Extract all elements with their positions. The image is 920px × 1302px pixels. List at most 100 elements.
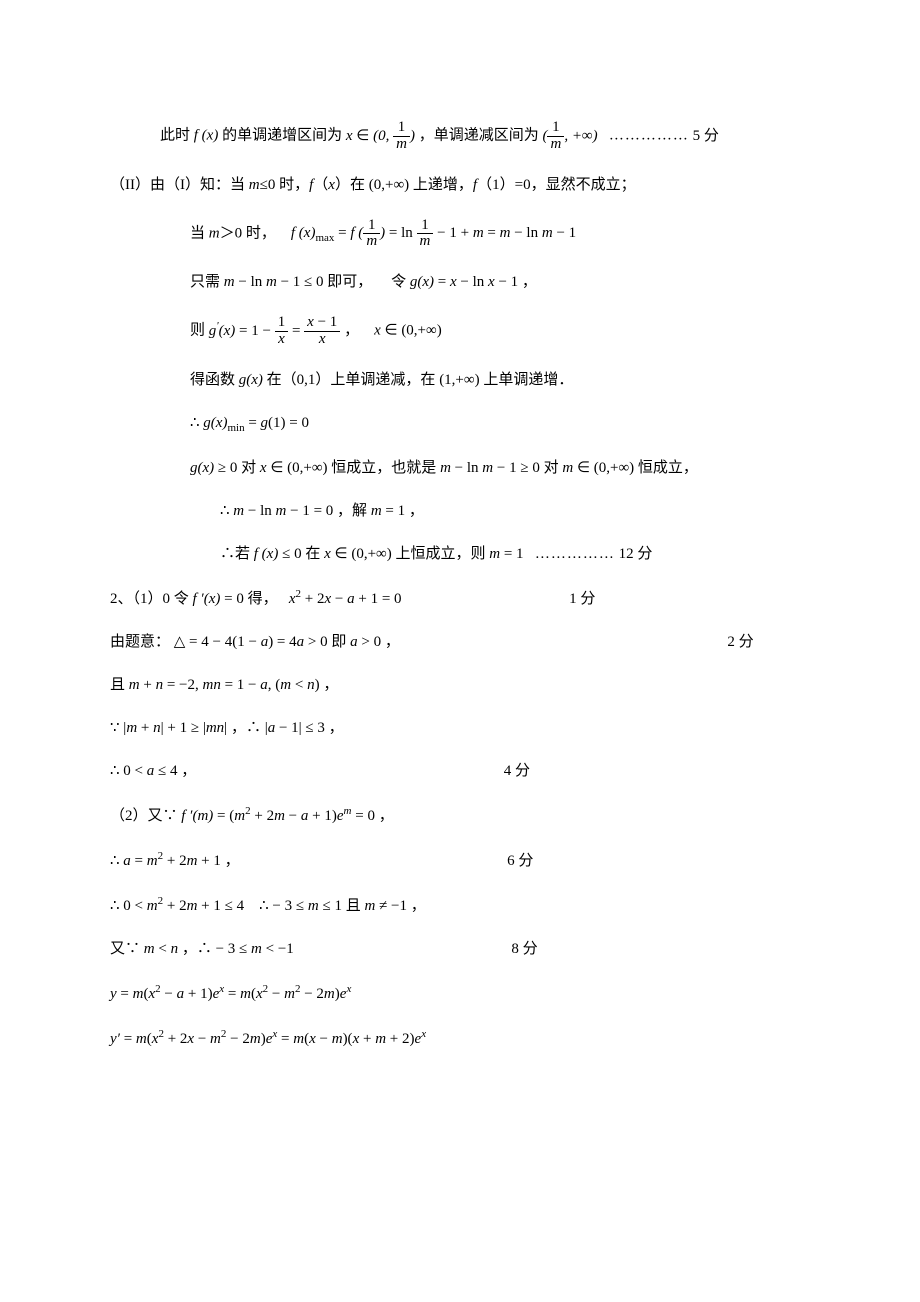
math-expr: m + n = −2, mn = 1 − a, (m < n) — [129, 677, 324, 693]
text: 在 — [350, 177, 365, 193]
math-expr: g(x) — [239, 372, 267, 388]
text: 当 — [190, 225, 209, 241]
text: ，∴ — [231, 720, 261, 736]
math-expr: x ∈ (0, 1m) — [346, 128, 419, 144]
text: 在（0,1）上单调递减，在 — [267, 372, 436, 388]
dots: …………… — [535, 546, 615, 562]
math-expr: − 3 ≤ m ≤ 1 — [272, 898, 342, 914]
text: 恒成立，也就是 — [331, 460, 436, 476]
math-expr: m < n — [144, 941, 182, 957]
text-line: ∴若 f (x) ≤ 0 在 x ∈ (0,+∞) 上恒成立，则 m = 1 …… — [110, 544, 810, 565]
text: ， — [344, 323, 359, 339]
text: 令 — [391, 274, 406, 290]
text: 2、（1）0 令 — [110, 591, 189, 607]
text-line: 得函数 g(x) 在（0,1）上单调递减，在 (1,+∞) 上单调递增． — [110, 370, 810, 391]
text: ， — [379, 808, 394, 824]
math-expr: x ∈ (0,+∞) — [260, 460, 331, 476]
math-expr: |m + n| + 1 ≥ |mn| — [123, 720, 227, 736]
text: 即 — [331, 634, 346, 650]
math-expr: m − ln m − 1 ≥ 0 — [440, 460, 544, 476]
math-expr: g(x) ≥ 0 — [190, 460, 237, 476]
score: 5 分 — [693, 126, 719, 147]
text: ∴ — [110, 853, 120, 869]
text: ， — [323, 677, 338, 693]
math-expr: (1m, +∞) — [542, 128, 601, 144]
text: 又∵ — [110, 941, 140, 957]
math-expr: a > 0 — [350, 634, 385, 650]
text-line: ∵ |m + n| + 1 ≥ |mn| ，∴ |a − 1| ≤ 3 ， — [110, 718, 810, 739]
text: ，∴ — [182, 941, 212, 957]
math-expr: x ∈ (0,+∞) — [374, 323, 442, 339]
text-line: 此时 f (x) 的单调递增区间为 x ∈ (0, 1m) ，单调递减区间为 (… — [110, 120, 810, 153]
text: 即可， — [327, 274, 372, 290]
text-line: 只需 m − ln m − 1 ≤ 0 即可， 令 g(x) = x − ln … — [110, 272, 810, 293]
text: ，显然不成立； — [531, 177, 636, 193]
text-line: （2）又∵ f ′(m) = (m2 + 2m − a + 1)em = 0 ， — [110, 804, 810, 827]
math-expr: △ = 4 − 4(1 − a) = 4a > 0 — [174, 634, 328, 650]
text: ∵ — [110, 720, 120, 736]
text: 得， — [248, 591, 278, 607]
text-line: ∴ a = m2 + 2m + 1 ， 6 分 — [110, 849, 810, 872]
score: 12 分 — [619, 544, 653, 565]
math-expr: f (x) ≤ 0 — [254, 546, 306, 562]
text-line: 则 g'(x) = 1 − 1x = x − 1x ， x ∈ (0,+∞) — [110, 315, 810, 348]
text-line: 且 m + n = −2, mn = 1 − a, (m < n) ， — [110, 675, 810, 696]
math-expr: m＞0 — [209, 225, 242, 241]
text: 对 — [544, 460, 559, 476]
math-expr: g(x) = x − ln x − 1 — [410, 274, 522, 290]
text-line: （II）由（I）知：当 m≤0 时，f（x）在 (0,+∞) 上递增，f（1）=… — [110, 175, 810, 196]
math-expr: f (x) — [194, 128, 222, 144]
math-expr: g'(x) = 1 − 1x = x − 1x — [209, 323, 344, 339]
dots: …………… — [609, 128, 689, 144]
text: ， — [329, 720, 344, 736]
text: ， — [225, 853, 240, 869]
text: ， — [522, 274, 537, 290]
text: ， — [181, 763, 196, 779]
text: 的单调递增区间为 — [222, 128, 342, 144]
text: 上单调递增． — [483, 372, 573, 388]
text: 在 — [305, 546, 320, 562]
math-expr: f (x)max = f (1m) = ln 1m − 1 + m = m − … — [291, 225, 576, 241]
text: （2）又∵ — [110, 808, 178, 824]
math-expr: y = m(x2 − a + 1)ex = m(x2 − m2 − 2m)ex — [110, 986, 351, 1002]
math-expr: ∴ g(x)min = g(1) = 0 — [190, 415, 309, 431]
text: ， — [385, 634, 400, 650]
text-line: g(x) ≥ 0 对 x ∈ (0,+∞) 恒成立，也就是 m − ln m −… — [110, 458, 810, 479]
math-expr: x2 + 2x − a + 1 = 0 — [289, 591, 402, 607]
text: ∴ — [259, 898, 269, 914]
math-expr: m = 1 — [489, 546, 527, 562]
text: 得函数 — [190, 372, 235, 388]
math-expr: y′ = m(x2 + 2x − m2 − 2m)ex = m(x − m)(x… — [110, 1031, 426, 1047]
text-line: 当 m＞0 时， f (x)max = f (1m) = ln 1m − 1 +… — [110, 218, 810, 251]
text: 上递增， — [413, 177, 473, 193]
text: 时， — [242, 225, 276, 241]
math-expr: − 3 ≤ m < −1 — [216, 941, 294, 957]
score: 6 分 — [507, 851, 533, 872]
math-expr: 0 < a ≤ 4 — [123, 763, 177, 779]
text: ， — [409, 503, 424, 519]
text: 且 — [346, 898, 361, 914]
text: ∴ — [220, 503, 230, 519]
math-expr: (0,+∞) — [365, 177, 413, 193]
math-expr: m − ln m − 1 = 0 — [233, 503, 337, 519]
text: 则 — [190, 323, 205, 339]
math-expr: (1,+∞) — [439, 372, 483, 388]
score: 8 分 — [511, 939, 537, 960]
math-expr: f ′(m) = (m2 + 2m − a + 1)em = 0 — [181, 808, 378, 824]
math-expr: 0 < m2 + 2m + 1 ≤ 4 — [123, 898, 244, 914]
text-line: y = m(x2 − a + 1)ex = m(x2 − m2 − 2m)ex — [110, 982, 810, 1005]
math-expr: m ∈ (0,+∞) — [562, 460, 638, 476]
text-line: ∴ 0 < m2 + 2m + 1 ≤ 4 ∴ − 3 ≤ m ≤ 1 且 m … — [110, 894, 810, 917]
text-line: 2、（1）0 令 f ′(x) = 0 得， x2 + 2x − a + 1 =… — [110, 587, 810, 610]
text-line: 又∵ m < n ，∴ − 3 ≤ m < −1 8 分 — [110, 939, 810, 960]
text: 且 — [110, 677, 125, 693]
math-expr: f（1）=0 — [473, 177, 531, 193]
text-line: ∴ 0 < a ≤ 4 ， 4 分 — [110, 761, 810, 782]
text: 恒成立， — [638, 460, 698, 476]
text: ∴ — [110, 763, 120, 779]
score: 1 分 — [569, 589, 595, 610]
math-expr: m = 1 — [371, 503, 409, 519]
text: ∴ — [110, 898, 120, 914]
math-expr: f ′(x) = 0 — [193, 591, 248, 607]
text-line: ∴ m − ln m − 1 = 0 ，解 m = 1 ， — [110, 501, 810, 522]
